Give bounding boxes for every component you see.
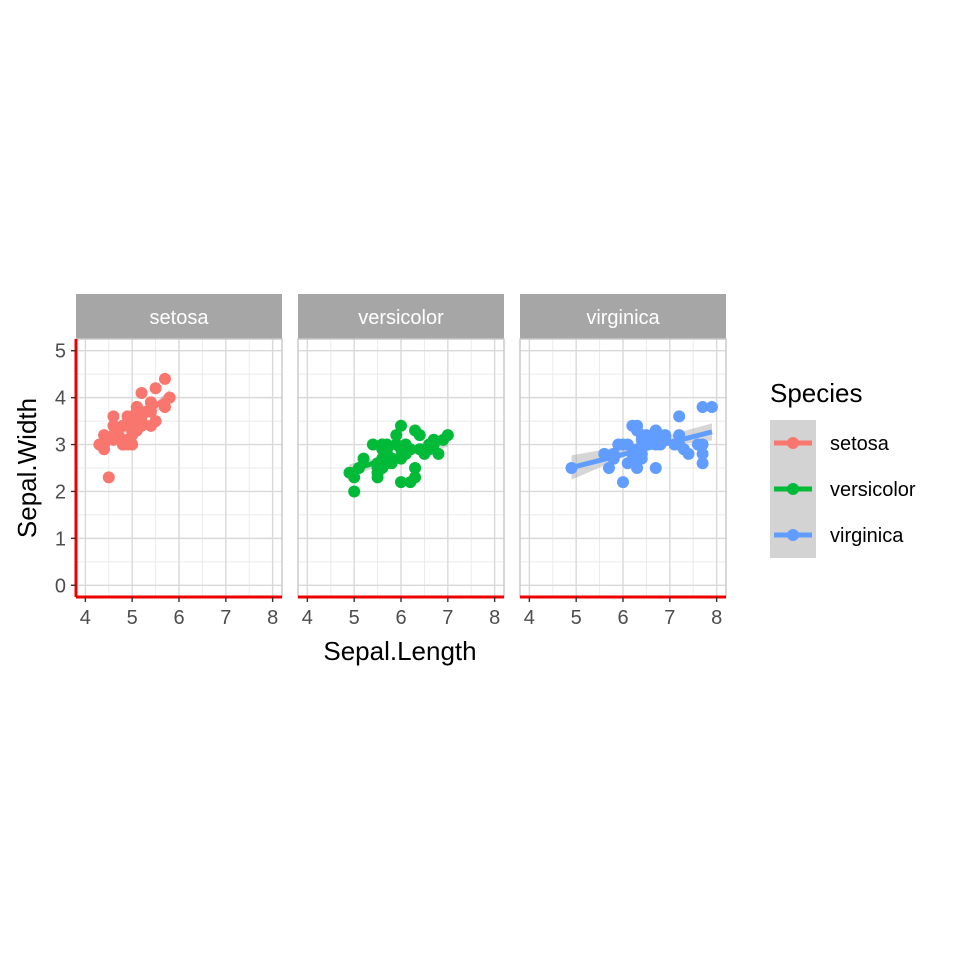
data-point [409,462,422,474]
legend-title: Species [770,378,863,408]
data-point [107,419,120,432]
x-tick-label: 4 [80,607,91,629]
data-point [102,471,115,484]
x-tick-label: 6 [173,607,184,629]
x-tick-label: 6 [617,607,628,629]
x-axis-title: Sepal.Length [323,636,476,666]
facet-strip-setosa [76,294,282,339]
y-tick-label: 1 [55,528,66,550]
x-tick-label: 8 [489,607,500,629]
facet-strip-label: virginica [586,307,660,329]
legend-key-point [787,483,799,495]
data-point [673,410,686,423]
data-point [158,372,171,385]
facet-strip-label: setosa [150,307,210,329]
data-point [135,386,148,399]
trend-line-versicolor [348,437,449,474]
data-point [409,471,422,484]
x-tick-label: 5 [127,607,138,629]
data-point [348,471,361,484]
legend: Species setosa versicolor virginica [770,378,916,558]
y-tick-label: 2 [55,481,66,503]
x-tick-label: 6 [395,607,406,629]
y-tick-label: 0 [55,575,66,597]
x-tick-label: 5 [571,607,582,629]
data-point [612,438,625,451]
data-point [649,424,662,437]
trend-line-setosa [97,394,172,448]
data-point [149,382,162,395]
x-tick-label: 8 [267,607,278,629]
gridlines [298,339,504,597]
points-versicolor [343,419,454,498]
data-point [409,424,422,437]
data-point [357,452,370,465]
legend-key-point [787,437,799,449]
legend-label: versicolor [830,479,916,501]
trend-line-virginica [570,429,713,470]
data-point [432,447,445,460]
x-tick-label: 8 [711,607,722,629]
data-point [126,424,139,437]
data-point [149,415,162,428]
x-tick-label: 7 [220,607,231,629]
data-point [696,447,709,460]
x-tick-label: 4 [524,607,535,629]
data-point [696,438,709,451]
facet-strip-versicolor [298,294,504,339]
legend-item-virginica: virginica [770,512,904,558]
data-point [395,476,407,489]
facet-panel-virginica: virginica 4 5 6 7 8 [519,294,727,629]
legend-item-versicolor: versicolor [770,466,916,512]
facet-panels: setosa 4 5 6 7 8 versicolor 4 5 6 7 8 virginica 4 5 6 7 8 [75,294,727,629]
data-point [617,476,629,489]
data-point [130,401,143,414]
data-point [649,462,662,474]
x-tick-label: 7 [664,607,675,629]
data-point [116,438,129,451]
facet-panel-setosa: setosa 4 5 6 7 8 [75,294,283,629]
data-point [390,429,403,442]
data-point [626,419,639,432]
y-tick-label: 5 [55,341,66,363]
gridlines [520,339,726,597]
y-tick-label: 4 [55,388,66,410]
data-point [705,401,718,414]
data-point [696,401,709,414]
data-point [602,462,615,474]
points-setosa [93,372,176,484]
data-point [696,457,709,470]
gridlines [76,339,282,597]
data-point [107,410,120,423]
data-point [366,438,379,451]
y-tick-label: 3 [55,435,66,457]
x-tick-label: 4 [302,607,313,629]
data-point [621,457,634,470]
facet-strip-label: versicolor [358,307,444,329]
data-point [682,447,695,460]
data-point [395,419,407,432]
legend-key-point [787,529,799,541]
y-axis-title: Sepal.Width [12,398,42,538]
facet-strip-virginica [520,294,726,339]
legend-label: virginica [830,525,904,547]
legend-label: setosa [830,433,890,455]
data-point [631,462,644,474]
x-tick-label: 5 [349,607,360,629]
legend-item-setosa: setosa [770,420,890,466]
y-axis: 0 1 2 3 4 5 [55,339,78,597]
data-point [348,485,361,498]
x-tick-label: 7 [442,607,453,629]
facet-panel-versicolor: versicolor 4 5 6 7 8 [297,294,505,629]
